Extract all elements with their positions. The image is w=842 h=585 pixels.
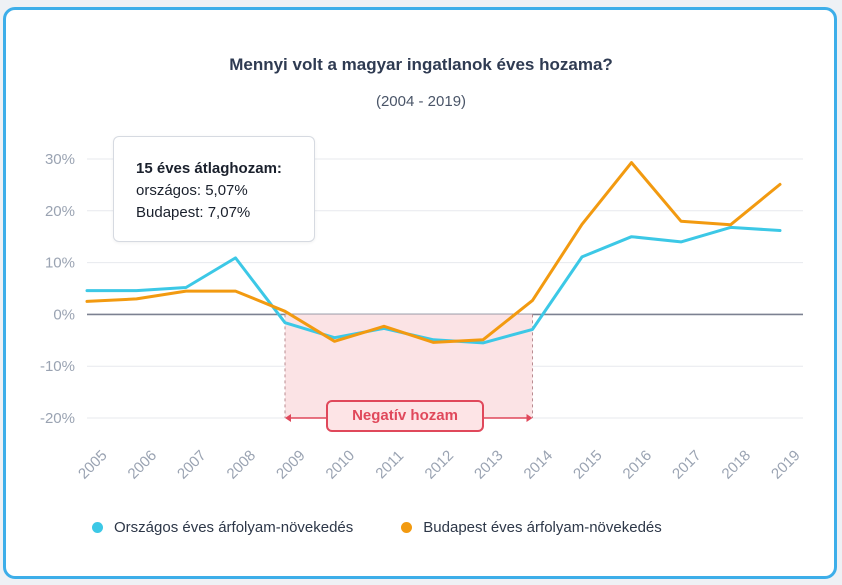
- series-line-national: [85, 225, 782, 345]
- chart-card: [3, 7, 837, 579]
- average-return-tooltip: 15 éves átlaghozam: országos: 5,07% Buda…: [113, 136, 315, 242]
- y-tick-label: 20%: [45, 203, 75, 220]
- x-tick-label: 2008: [224, 447, 260, 483]
- x-tick-label: 2011: [372, 447, 407, 482]
- chart-legend: Országos éves árfolyam-növekedés Budapes…: [92, 519, 710, 536]
- y-tick-label: -20%: [40, 410, 75, 427]
- x-tick-label: 2016: [620, 447, 656, 483]
- x-tick-label: 2006: [125, 447, 161, 483]
- legend-label-national: Országos éves árfolyam-növekedés: [114, 519, 354, 536]
- x-tick-label: 2015: [570, 447, 606, 483]
- x-tick-label: 2014: [521, 447, 557, 483]
- x-tick-label: 2019: [768, 447, 804, 483]
- x-tick-label: 2010: [323, 447, 359, 483]
- x-tick-label: 2005: [75, 447, 111, 483]
- legend-marker-budapest: [401, 522, 413, 533]
- chart-title: Mennyi volt a magyar ingatlanok éves hoz…: [229, 55, 613, 74]
- x-tick-label: 2013: [471, 447, 507, 483]
- y-tick-label: 0%: [53, 306, 75, 323]
- arrow-left-icon: [285, 414, 291, 422]
- x-tick-label: 2017: [669, 447, 705, 483]
- chart-subtitle: (2004 - 2019): [375, 93, 467, 110]
- legend-marker-national: [92, 522, 103, 533]
- x-tick-label: 2009: [273, 447, 309, 483]
- tooltip-national: országos: 5,07%: [136, 182, 248, 199]
- arrow-right-icon: [526, 414, 533, 422]
- legend-item-budapest[interactable]: Budapest éves árfolyam-növekedés: [401, 519, 662, 536]
- y-tick-label: 30%: [45, 151, 75, 168]
- y-tick-label: -10%: [40, 358, 75, 375]
- legend-item-national[interactable]: Országos éves árfolyam-növekedés: [92, 519, 353, 536]
- tooltip-budapest: Budapest: 7,07%: [136, 204, 251, 221]
- y-tick-label: 10%: [45, 255, 75, 272]
- negative-return-label: Negatív hozam: [326, 400, 484, 432]
- tooltip-title: 15 éves átlaghozam:: [136, 160, 282, 177]
- x-tick-label: 2018: [719, 447, 755, 483]
- x-tick-label: 2012: [422, 447, 458, 483]
- x-tick-label: 2007: [174, 447, 210, 483]
- series-line-budapest: [85, 161, 782, 344]
- legend-label-budapest: Budapest éves árfolyam-növekedés: [423, 519, 662, 536]
